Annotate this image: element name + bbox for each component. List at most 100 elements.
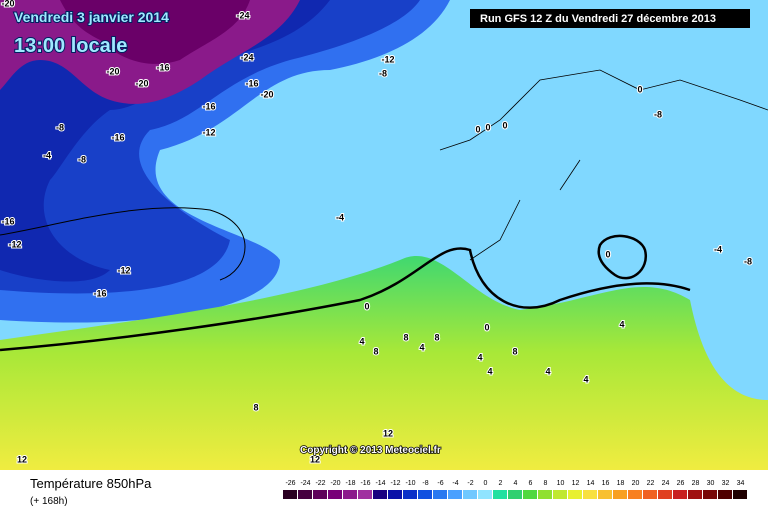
contour-label: 4 xyxy=(359,336,364,346)
scale-label: 22 xyxy=(647,480,655,487)
scale-swatch xyxy=(523,490,537,499)
run-info: Run GFS 12 Z du Vendredi 27 décembre 201… xyxy=(480,13,716,25)
contour-label: -24 xyxy=(236,10,249,20)
forecast-time: 13:00 locale xyxy=(14,35,127,57)
scale-label: -14 xyxy=(375,480,385,487)
scale-swatch xyxy=(283,490,297,499)
scale-label: 8 xyxy=(544,480,548,487)
scale-swatch xyxy=(643,490,657,499)
contour-label: 12 xyxy=(310,454,320,464)
contour-label: 8 xyxy=(253,402,258,412)
run-box xyxy=(470,9,750,28)
contour-label: 0 xyxy=(637,84,642,94)
contour-label: 0 xyxy=(475,124,480,134)
scale-label: 28 xyxy=(692,480,700,487)
parameter: Température 850hPa xyxy=(30,476,152,491)
contour-label: 8 xyxy=(512,346,517,356)
contour-label: -12 xyxy=(117,265,130,275)
contour-label: -8 xyxy=(56,122,64,132)
scale-swatch xyxy=(313,490,327,499)
contour-label: -4 xyxy=(714,244,722,254)
scale-label: -22 xyxy=(315,480,325,487)
scale-label: 30 xyxy=(707,480,715,487)
scale-label: 6 xyxy=(529,480,533,487)
scale-label: 20 xyxy=(632,480,640,487)
contour-label: 12 xyxy=(17,454,27,464)
contour-label: -4 xyxy=(43,150,51,160)
scale-label: 10 xyxy=(557,480,565,487)
contour-label: 4 xyxy=(487,366,492,376)
scale-swatch xyxy=(328,490,342,499)
scale-swatch xyxy=(628,490,642,499)
contour-label: 0 xyxy=(605,249,610,259)
contour-label: -16 xyxy=(202,101,215,111)
scale-swatch xyxy=(448,490,462,499)
contour-label: 0 xyxy=(484,322,489,332)
scale-swatch xyxy=(373,490,387,499)
scale-label: 26 xyxy=(677,480,685,487)
scale-swatch xyxy=(418,490,432,499)
scale-swatch xyxy=(538,490,552,499)
scale-label: 32 xyxy=(722,480,730,487)
scale-swatch xyxy=(508,490,522,499)
scale-swatch xyxy=(703,490,717,499)
contour-label: 4 xyxy=(619,319,624,329)
copyright: Copyright © 2013 Meteociel.fr xyxy=(300,445,441,456)
contour-label: 4 xyxy=(477,352,482,362)
scale-swatch xyxy=(463,490,477,499)
scale-label: 2 xyxy=(499,480,503,487)
scale-label: 18 xyxy=(617,480,625,487)
scale-swatch xyxy=(613,490,627,499)
contour-label: -8 xyxy=(379,68,387,78)
contour-label: 0 xyxy=(364,301,369,311)
scale-label: -20 xyxy=(330,480,340,487)
scale-label: 14 xyxy=(587,480,595,487)
scale-swatch xyxy=(358,490,372,499)
scale-swatch xyxy=(733,490,747,499)
contour-label: 8 xyxy=(403,332,408,342)
scale-swatch xyxy=(568,490,582,499)
contour-label: -16 xyxy=(245,78,258,88)
scale-label: 0 xyxy=(484,480,488,487)
scale-swatch xyxy=(688,490,702,499)
contour-label: -20 xyxy=(135,78,148,88)
contour-label: 8 xyxy=(373,346,378,356)
scale-swatch xyxy=(433,490,447,499)
contour-label: -12 xyxy=(202,127,215,137)
contour-label: 12 xyxy=(383,428,393,438)
scale-swatch xyxy=(718,490,732,499)
contour-label: 8 xyxy=(434,332,439,342)
scale-label: -8 xyxy=(422,480,428,487)
contour-label: -16 xyxy=(1,216,14,226)
scale-label: -2 xyxy=(467,480,473,487)
contour-label: -16 xyxy=(111,132,124,142)
scale-label: -10 xyxy=(405,480,415,487)
scale-swatch xyxy=(403,490,417,499)
scale-swatch xyxy=(343,490,357,499)
contour-label: 0 xyxy=(485,122,490,132)
lead-time: (+ 168h) xyxy=(30,496,68,507)
scale-label: -12 xyxy=(390,480,400,487)
scale-label: 4 xyxy=(514,480,518,487)
scale-label: -26 xyxy=(285,480,295,487)
scale-swatch xyxy=(553,490,567,499)
contour-label: -16 xyxy=(156,62,169,72)
contour-label: 4 xyxy=(419,342,424,352)
contour-label: -24 xyxy=(240,52,253,62)
scale-swatch xyxy=(388,490,402,499)
contour-label: -8 xyxy=(654,109,662,119)
scale-swatch xyxy=(298,490,312,499)
scale-label: 16 xyxy=(602,480,610,487)
scale-swatch xyxy=(598,490,612,499)
contour-label: -20 xyxy=(1,0,14,8)
scale-label: -6 xyxy=(437,480,443,487)
scale-label: -4 xyxy=(452,480,458,487)
contour-label: -20 xyxy=(106,66,119,76)
scale-label: 24 xyxy=(662,480,670,487)
contour-label: 4 xyxy=(583,374,588,384)
contour-label: -8 xyxy=(78,154,86,164)
scale-swatch xyxy=(583,490,597,499)
contour-labels: -20-24-20-20-16-24-16-20-16-12-16-8-4 -8-… xyxy=(0,0,753,465)
contour-label: -8 xyxy=(744,256,752,266)
